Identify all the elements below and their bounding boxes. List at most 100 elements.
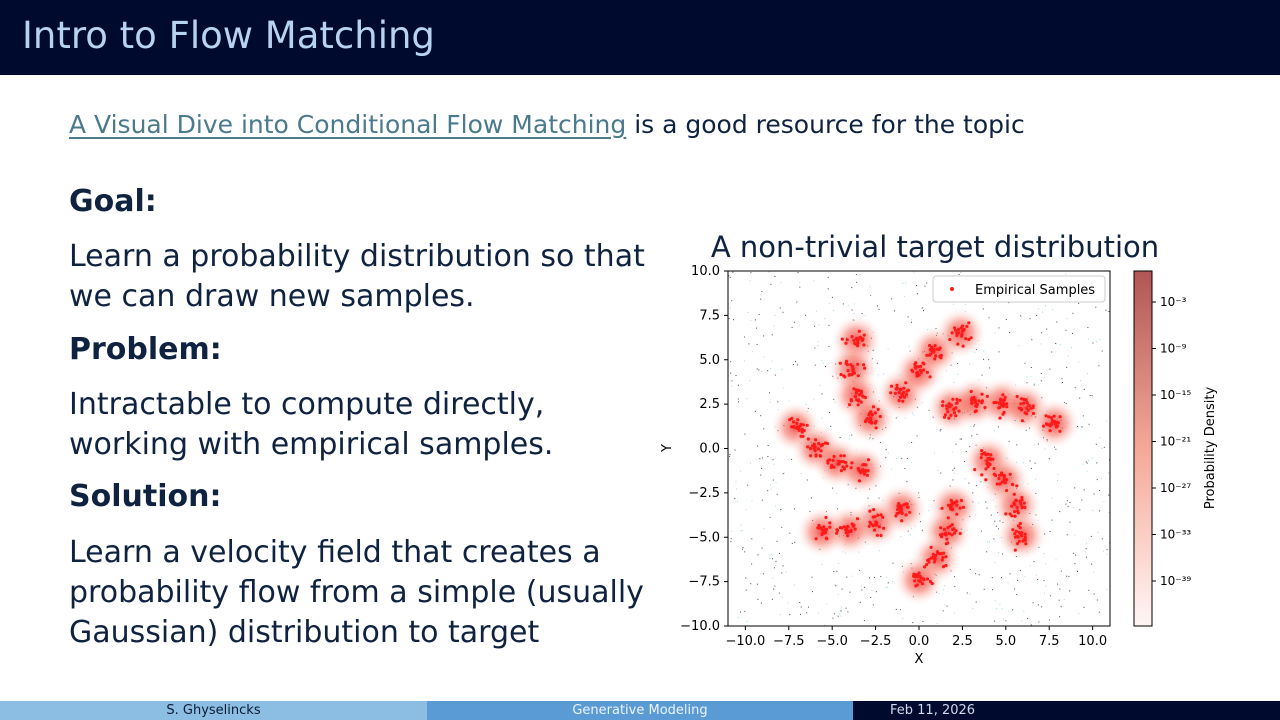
density-speck bbox=[737, 398, 739, 400]
sample-point bbox=[1015, 484, 1019, 488]
sample-point bbox=[1044, 414, 1048, 418]
sample-point bbox=[1020, 498, 1024, 502]
density-speck bbox=[1049, 531, 1051, 532]
density-speck bbox=[746, 398, 748, 400]
sample-point bbox=[1020, 495, 1024, 500]
problem-heading: Problem: bbox=[69, 332, 222, 367]
sample-point bbox=[898, 506, 902, 510]
sample-point bbox=[1058, 415, 1062, 419]
density-speck bbox=[878, 550, 880, 552]
density-speck bbox=[1035, 574, 1037, 576]
sample-point bbox=[818, 454, 822, 458]
density-speck bbox=[856, 281, 858, 283]
density-speck bbox=[991, 577, 993, 579]
sample-point bbox=[852, 338, 856, 342]
sample-point bbox=[801, 423, 805, 427]
y-tick-label: −10.0 bbox=[680, 619, 720, 634]
density-speck bbox=[946, 605, 948, 607]
density-speck bbox=[1108, 494, 1110, 496]
density-speck bbox=[936, 623, 938, 624]
sample-point bbox=[949, 413, 953, 417]
density-speck bbox=[782, 565, 784, 567]
density-speck bbox=[1083, 388, 1085, 390]
sample-point bbox=[847, 373, 851, 377]
density-speck bbox=[814, 347, 816, 349]
sample-point bbox=[982, 451, 986, 456]
density-speck bbox=[983, 358, 984, 360]
density-speck bbox=[891, 298, 893, 300]
density-speck bbox=[751, 538, 753, 540]
sample-point bbox=[991, 457, 995, 461]
density-speck bbox=[894, 310, 895, 312]
density-speck bbox=[749, 280, 751, 282]
sample-point bbox=[846, 525, 850, 529]
density-speck bbox=[756, 327, 757, 329]
density-speck bbox=[911, 462, 913, 464]
sample-point bbox=[856, 466, 860, 471]
density-speck bbox=[1082, 463, 1084, 465]
sample-point bbox=[913, 579, 917, 583]
sample-point bbox=[878, 414, 882, 419]
sample-point bbox=[1014, 498, 1018, 503]
sample-point bbox=[965, 324, 969, 329]
density-speck bbox=[823, 624, 825, 626]
density-speck bbox=[783, 472, 785, 474]
sample-point bbox=[822, 525, 826, 529]
density-speck bbox=[994, 430, 995, 432]
sample-point bbox=[820, 532, 824, 537]
density-speck bbox=[770, 283, 772, 285]
sample-point bbox=[986, 452, 990, 456]
density-speck bbox=[964, 304, 966, 306]
density-speck bbox=[768, 271, 770, 273]
sample-point bbox=[945, 404, 949, 408]
density-speck bbox=[744, 433, 746, 435]
density-speck bbox=[1099, 490, 1101, 491]
density-speck bbox=[1062, 382, 1063, 383]
sample-point bbox=[969, 389, 973, 394]
density-speck bbox=[1072, 312, 1074, 314]
density-speck bbox=[735, 375, 737, 376]
sample-point bbox=[951, 397, 955, 401]
density-speck bbox=[728, 318, 730, 320]
sample-point bbox=[1019, 501, 1023, 505]
sample-point bbox=[944, 542, 948, 546]
density-speck bbox=[1103, 501, 1105, 503]
density-speck bbox=[1046, 328, 1048, 330]
density-speck bbox=[1060, 382, 1062, 384]
sample-point bbox=[941, 555, 945, 559]
density-speck bbox=[794, 541, 796, 543]
density-speck bbox=[906, 481, 908, 483]
density-speck bbox=[821, 359, 823, 361]
sample-point bbox=[894, 514, 898, 518]
density-speck bbox=[771, 334, 773, 336]
sample-point bbox=[980, 392, 984, 396]
resource-link[interactable]: A Visual Dive into Conditional Flow Matc… bbox=[69, 110, 627, 139]
density-speck bbox=[1078, 613, 1080, 614]
density-speck bbox=[1023, 610, 1025, 612]
sample-point bbox=[854, 391, 858, 395]
y-tick-label: −7.5 bbox=[688, 575, 720, 590]
sample-point bbox=[869, 421, 873, 425]
sample-point bbox=[956, 342, 960, 346]
sample-point bbox=[824, 515, 828, 520]
density-speck bbox=[1059, 588, 1061, 590]
sample-point bbox=[1042, 424, 1046, 428]
sample-point bbox=[859, 336, 863, 340]
density-speck bbox=[887, 452, 889, 454]
density-speck bbox=[740, 524, 742, 526]
density-speck bbox=[969, 363, 970, 365]
density-speck bbox=[818, 324, 820, 326]
goal-line-1: Learn a probability distribution so that bbox=[69, 239, 645, 274]
density-speck bbox=[763, 299, 765, 301]
density-speck bbox=[781, 596, 783, 598]
density-speck bbox=[1092, 342, 1094, 344]
sample-point bbox=[857, 479, 862, 483]
sample-point bbox=[840, 337, 844, 341]
sample-point bbox=[1016, 511, 1020, 515]
sample-point bbox=[985, 459, 989, 463]
density-speck bbox=[999, 603, 1001, 605]
x-tick-label: 10.0 bbox=[1078, 634, 1107, 649]
density-speck bbox=[847, 611, 849, 613]
sample-point bbox=[828, 525, 832, 529]
density-speck bbox=[737, 500, 738, 502]
